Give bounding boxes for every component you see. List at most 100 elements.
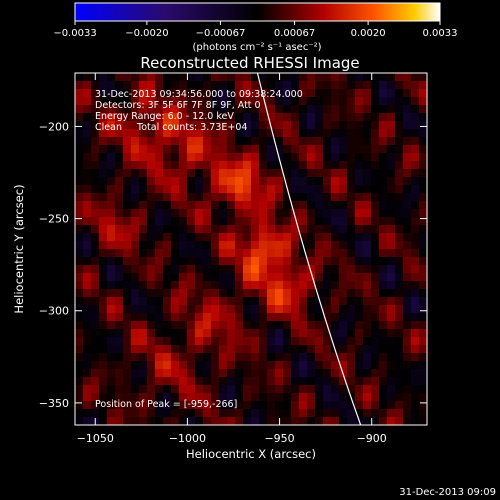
heatmap-cell (211, 121, 220, 130)
heatmap-cell (235, 377, 244, 386)
heatmap-cell (323, 129, 332, 138)
heatmap-cell (315, 89, 324, 98)
heatmap-cell (163, 401, 172, 410)
heatmap-cell (91, 313, 100, 322)
heatmap-cell (123, 257, 132, 266)
heatmap-cell (219, 185, 228, 194)
heatmap-cell (123, 273, 132, 282)
heatmap-cell (275, 305, 284, 314)
heatmap-cell (411, 73, 420, 82)
heatmap-cell (355, 201, 364, 210)
heatmap-cell (251, 313, 260, 322)
heatmap-cell (315, 217, 324, 226)
heatmap-cell (107, 313, 116, 322)
heatmap-cell (371, 401, 380, 410)
heatmap-cell (419, 225, 427, 234)
heatmap-cell (131, 89, 140, 98)
heatmap-cell (115, 217, 124, 226)
heatmap-cell (115, 265, 124, 274)
heatmap-cell (179, 369, 188, 378)
heatmap-cell (419, 209, 427, 218)
heatmap-cell (139, 361, 148, 370)
heatmap-cell (203, 177, 212, 186)
heatmap-cell (387, 169, 396, 178)
heatmap-cell (211, 201, 220, 210)
heatmap-cell (107, 185, 116, 194)
heatmap-cell (139, 81, 148, 90)
heatmap-cell (99, 129, 108, 138)
heatmap-cell (235, 305, 244, 314)
heatmap-cell (115, 97, 124, 106)
heatmap-cell (227, 345, 236, 354)
heatmap-cell (419, 345, 427, 354)
heatmap-cell (403, 97, 412, 106)
heatmap-cell (83, 73, 92, 82)
heatmap-cell (211, 217, 220, 226)
heatmap-cell (339, 337, 348, 346)
heatmap-cell (331, 217, 340, 226)
heatmap-cell (203, 105, 212, 114)
heatmap-cell (187, 369, 196, 378)
heatmap-cell (315, 129, 324, 138)
heatmap-cell (403, 313, 412, 322)
heatmap-cell (339, 281, 348, 290)
heatmap-cell (83, 233, 92, 242)
heatmap-cell (275, 225, 284, 234)
heatmap-cell (195, 217, 204, 226)
heatmap-cell (331, 81, 340, 90)
heatmap-cell (243, 257, 252, 266)
heatmap-cell (331, 145, 340, 154)
heatmap-cell (155, 401, 164, 410)
heatmap-cell (323, 97, 332, 106)
heatmap-cell (187, 81, 196, 90)
heatmap-cell (187, 161, 196, 170)
heatmap-cell (355, 377, 364, 386)
heatmap-cell (155, 129, 164, 138)
heatmap-cell (371, 193, 380, 202)
heatmap-cell (147, 345, 156, 354)
heatmap-cell (267, 249, 276, 258)
heatmap-cell (243, 305, 252, 314)
heatmap-cell (211, 329, 220, 338)
heatmap-cell (291, 369, 300, 378)
heatmap-cell (331, 105, 340, 114)
heatmap-cell (171, 177, 180, 186)
heatmap-cell (323, 329, 332, 338)
heatmap-cell (395, 257, 404, 266)
heatmap-cell (187, 329, 196, 338)
heatmap-cell (147, 337, 156, 346)
heatmap-cell (195, 393, 204, 402)
heatmap-cell (171, 105, 180, 114)
heatmap-cell (203, 185, 212, 194)
heatmap-cell (411, 393, 420, 402)
heatmap-cell (131, 129, 140, 138)
heatmap-cell (363, 265, 372, 274)
heatmap-cell (171, 321, 180, 330)
heatmap-cell (75, 153, 84, 162)
heatmap-cell (91, 129, 100, 138)
heatmap-cell (299, 169, 308, 178)
heatmap-cell (227, 409, 236, 418)
heatmap-cell (139, 201, 148, 210)
heatmap-cell (211, 337, 220, 346)
heatmap-cell (371, 113, 380, 122)
heatmap-cell (115, 297, 124, 306)
heatmap-cell (171, 169, 180, 178)
heatmap-cell (171, 129, 180, 138)
heatmap-cell (211, 297, 220, 306)
heatmap-cell (195, 409, 204, 418)
heatmap-cell (283, 137, 292, 146)
heatmap-cell (203, 193, 212, 202)
heatmap-cell (355, 273, 364, 282)
heatmap-cell (235, 361, 244, 370)
heatmap-cell (339, 233, 348, 242)
heatmap-cell (315, 361, 324, 370)
heatmap-cell (419, 377, 427, 386)
heatmap-cell (387, 137, 396, 146)
heatmap-cell (227, 353, 236, 362)
heatmap-cell (315, 193, 324, 202)
heatmap-cell (387, 321, 396, 330)
heatmap-cell (299, 281, 308, 290)
heatmap-cell (411, 145, 420, 154)
heatmap-cell (323, 161, 332, 170)
